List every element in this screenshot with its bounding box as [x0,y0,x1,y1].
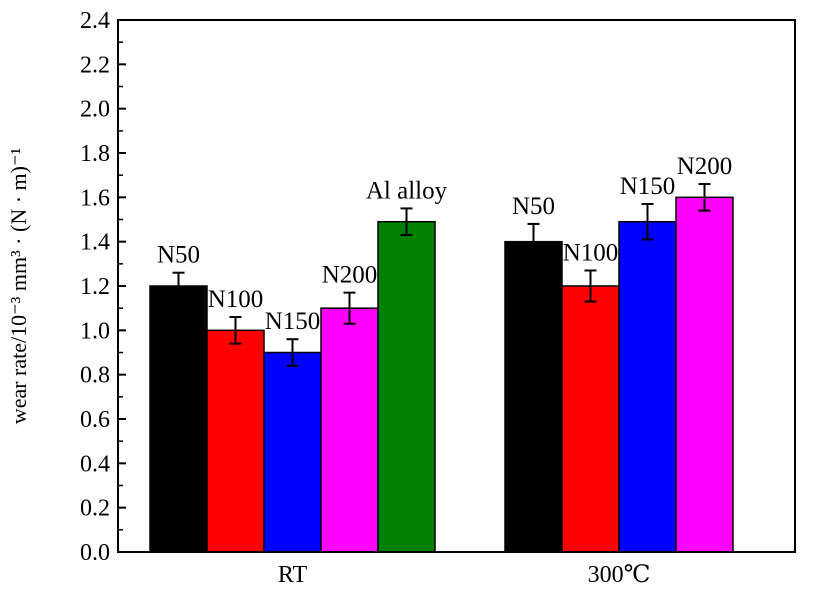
y-tick-label: 0.2 [80,496,110,522]
y-ticks: 0.0 0.2 0.4 0.6 0.8 1.0 1.2 1.4 1.6 1.8 2.0 2.2 2.4 [80,8,126,566]
bar-label: N200 [677,153,733,180]
bar-label: N150 [265,308,321,335]
bar-label: Al alloy [366,177,448,204]
y-tick-label: 2.4 [80,8,110,34]
bar-label: N50 [512,193,555,220]
x-category-label: RT [278,562,308,588]
y-tick-label: 0.8 [80,363,110,389]
bar-label: N100 [563,239,619,266]
y-tick-label: 1.8 [80,141,110,167]
y-tick-label: 1.6 [80,185,110,211]
x-category-label: 300℃ [588,562,651,588]
plot-frame [117,19,796,553]
y-tick-label: 0.0 [80,540,110,566]
y-tick-label: 0.6 [80,407,110,433]
bar-RT-al-alloy [377,220,436,553]
bar-RT-n50 [149,285,208,553]
y-tick-label: 2.2 [80,52,110,78]
bar-label: N100 [208,286,264,313]
bar-RT-n200 [320,307,379,553]
bar-300-n150 [618,220,677,553]
bar-label: N200 [322,262,378,289]
y-tick-label: 1.0 [80,318,110,344]
bar-label: N150 [620,173,676,200]
bar-RT-n150 [263,351,322,553]
bar-300-n200 [675,196,734,553]
bar-300-n100 [561,285,620,553]
y-tick-label: 1.2 [80,274,110,300]
y-tick-label: 2.0 [80,97,110,123]
y-tick-label: 0.4 [80,451,110,477]
bar-300-n50 [504,240,563,553]
bar-label: N50 [157,242,200,269]
bar-RT-n100 [206,329,265,553]
y-tick-label: 1.4 [80,230,110,256]
bars-layer [149,183,734,553]
y-axis-title: wear rate/10⁻³ mm³ · (N · m)⁻¹ [6,148,31,424]
